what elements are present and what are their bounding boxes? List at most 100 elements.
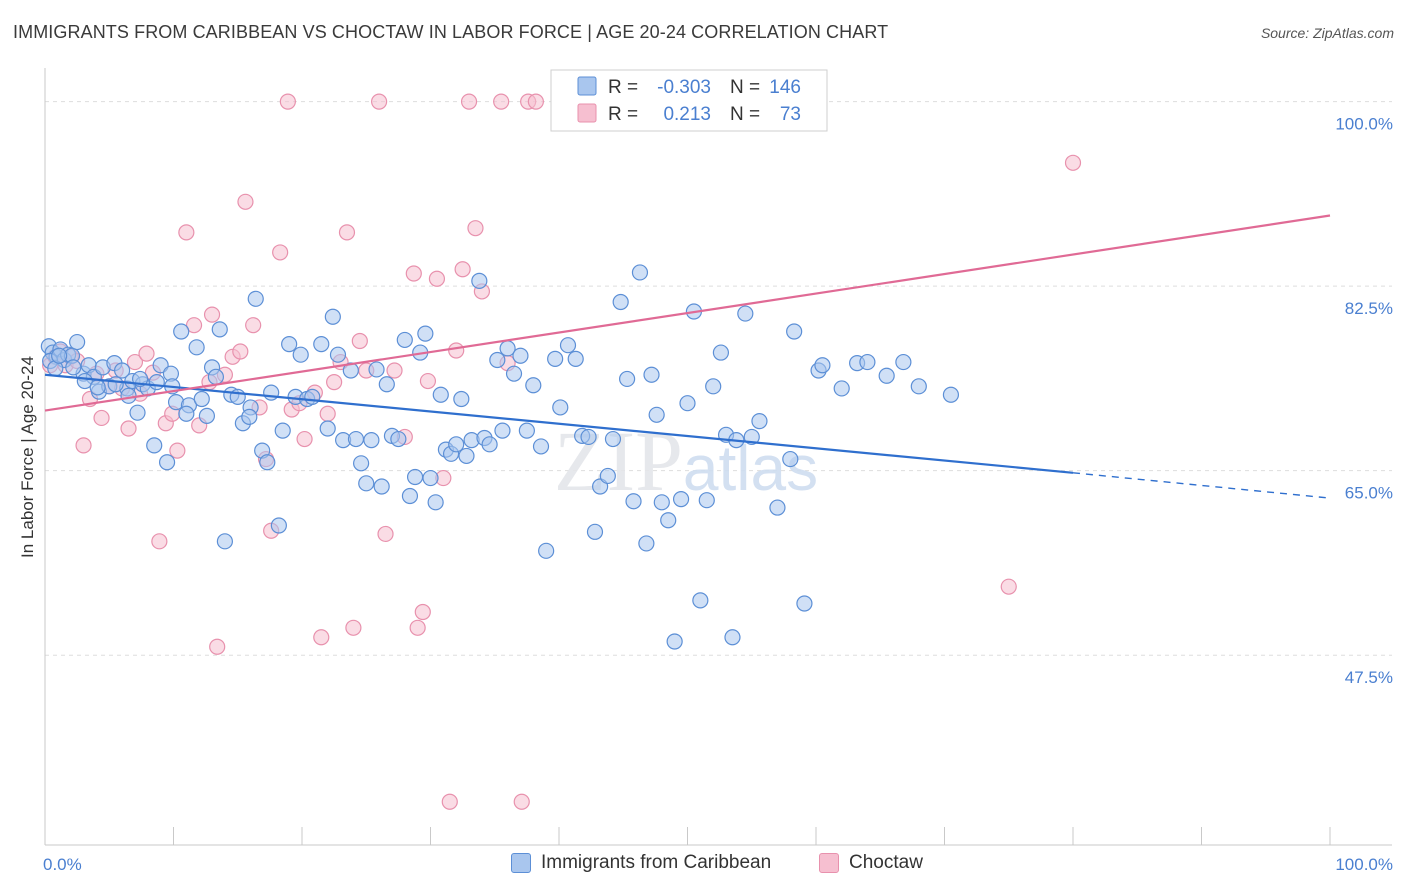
choctaw-point	[428, 270, 446, 287]
choctaw-point	[178, 224, 195, 241]
caribbean-point	[259, 454, 276, 471]
caribbean-point	[552, 399, 569, 416]
caribbean-point	[274, 422, 291, 439]
caribbean-trend-line	[44, 373, 1074, 474]
caribbean-point	[378, 376, 395, 393]
caribbean-point	[525, 377, 542, 394]
caribbean-point	[178, 405, 195, 422]
caribbean-point	[120, 387, 137, 404]
caribbean-point	[216, 533, 233, 550]
caribbean-point	[432, 386, 449, 403]
caribbean-point	[698, 492, 715, 509]
caribbean-point	[518, 422, 535, 439]
caribbean-trend-extension	[1072, 472, 1331, 499]
caribbean-point	[751, 413, 768, 430]
caribbean-point	[347, 430, 365, 448]
choctaw-point	[279, 93, 296, 110]
caribbean-point	[390, 430, 407, 448]
caribbean-point	[148, 374, 165, 391]
caribbean-point	[353, 455, 370, 472]
caribbean-point	[567, 350, 584, 368]
x-tick-labels: 0.0% 100.0%	[43, 855, 1393, 874]
chart-title: IMMIGRANTS FROM CARIBBEAN VS CHOCTAW IN …	[13, 22, 889, 42]
swatch-choctaw	[819, 853, 839, 873]
caribbean-point	[458, 447, 475, 465]
choctaw-point	[441, 793, 458, 810]
caribbean-point	[782, 450, 799, 468]
choctaw-point	[419, 372, 437, 390]
caribbean-point	[241, 408, 258, 426]
caribbean-point	[631, 264, 649, 281]
caribbean-point	[547, 350, 564, 368]
caribbean-point	[660, 512, 677, 529]
caribbean-point	[363, 432, 380, 449]
caribbean-points	[40, 264, 960, 650]
legend-r-value-1: -0.303	[657, 77, 711, 98]
caribbean-point	[692, 592, 709, 609]
caribbean-point	[505, 365, 523, 382]
caribbean-point	[489, 351, 506, 369]
caribbean-point	[89, 379, 106, 396]
choctaw-point	[209, 638, 226, 655]
caribbean-point	[737, 305, 754, 322]
choctaw-point	[460, 93, 478, 110]
caribbean-point	[406, 468, 424, 486]
choctaw-point	[326, 374, 343, 391]
caribbean-point	[358, 475, 375, 492]
caribbean-point	[712, 344, 730, 361]
caribbean-point	[319, 420, 336, 437]
caribbean-point	[942, 386, 960, 403]
y-tick-labels: 47.5% 65.0% 82.5% 100.0%	[1335, 115, 1393, 688]
choctaw-point	[296, 430, 313, 448]
x-tick-label: 100.0%	[1335, 855, 1393, 874]
choctaw-point	[203, 306, 221, 323]
caribbean-point	[494, 422, 511, 439]
caribbean-point	[422, 469, 439, 487]
choctaw-point	[272, 244, 289, 261]
choctaw-point	[319, 405, 336, 422]
caribbean-point	[612, 293, 629, 311]
trend-lines	[44, 214, 1331, 499]
caribbean-point	[672, 491, 690, 508]
choctaw-point	[338, 224, 356, 241]
caribbean-point	[304, 388, 321, 405]
caribbean-point	[538, 542, 555, 559]
caribbean-point	[329, 346, 347, 363]
caribbean-point	[724, 629, 741, 646]
choctaw-trend-line	[44, 214, 1331, 412]
choctaw-point	[454, 261, 471, 278]
choctaw-point	[1064, 154, 1082, 171]
caribbean-point	[643, 366, 660, 383]
choctaw-point	[138, 345, 155, 362]
caribbean-point	[401, 487, 419, 505]
caribbean-point	[373, 478, 390, 495]
caribbean-point	[270, 517, 287, 534]
caribbean-point	[895, 353, 912, 371]
choctaw-point	[414, 603, 431, 621]
choctaw-points	[42, 93, 1082, 810]
caribbean-point	[833, 380, 850, 397]
grid-lines	[45, 101, 1392, 656]
legend-n-value-2: 73	[780, 104, 801, 125]
caribbean-point	[198, 407, 216, 424]
caribbean-point	[786, 323, 803, 340]
caribbean-point	[193, 390, 210, 408]
caribbean-point	[532, 438, 550, 455]
caribbean-point	[471, 272, 488, 289]
choctaw-point	[405, 265, 422, 282]
caribbean-point	[368, 361, 385, 378]
legend-label-caribbean: Immigrants from Caribbean	[541, 852, 772, 873]
caribbean-point	[859, 353, 876, 371]
legend-r-value-2: 0.213	[663, 104, 711, 125]
caribbean-point	[292, 346, 309, 363]
caribbean-point	[417, 325, 434, 342]
caribbean-point	[705, 378, 722, 395]
caribbean-point	[51, 347, 68, 364]
caribbean-point	[796, 595, 813, 612]
choctaw-point	[313, 629, 330, 646]
choctaw-point	[409, 619, 426, 636]
choctaw-point	[151, 533, 168, 550]
caribbean-point	[396, 331, 413, 349]
caribbean-point	[188, 339, 205, 356]
caribbean-point	[324, 308, 341, 325]
